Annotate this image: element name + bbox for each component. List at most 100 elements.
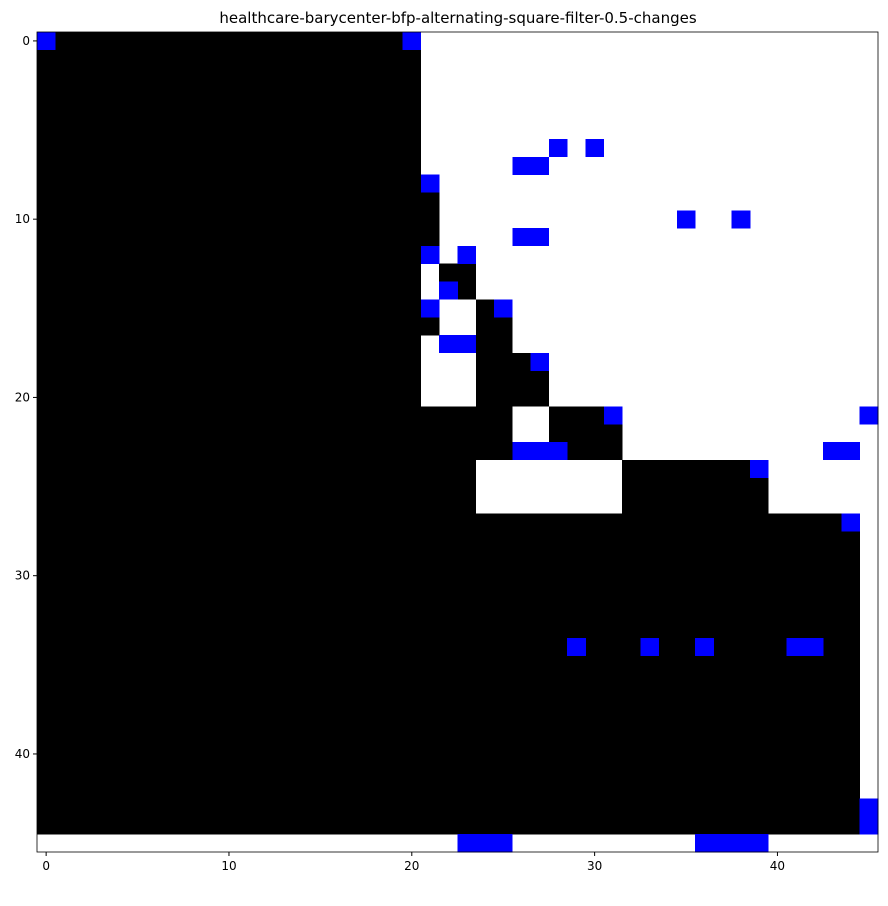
- change-cell: [548, 442, 568, 461]
- black-cell-run: [37, 673, 861, 692]
- black-cell-run: [37, 780, 861, 799]
- black-cell-run: [37, 49, 422, 68]
- y-tick-label: 10: [15, 212, 30, 226]
- black-cell-run: [475, 352, 531, 371]
- black-cell-run: [37, 727, 861, 746]
- change-cell: [640, 638, 659, 657]
- change-cell: [402, 32, 422, 51]
- change-cell: [731, 834, 751, 853]
- black-cell-run: [37, 620, 861, 639]
- black-cell-run: [622, 477, 769, 496]
- change-cell: [512, 156, 531, 175]
- change-cell: [530, 228, 550, 247]
- black-cell-run: [37, 121, 422, 140]
- black-cell-run: [37, 174, 422, 193]
- change-cell: [603, 406, 623, 425]
- heatmap-cells: [37, 32, 879, 853]
- black-cell-run: [622, 495, 769, 514]
- black-cell-run: [37, 602, 861, 621]
- change-cell: [512, 228, 531, 247]
- black-cell-run: [37, 32, 422, 51]
- x-tick-label: 10: [221, 859, 236, 873]
- change-cell: [859, 816, 879, 835]
- x-tick-label: 30: [587, 859, 602, 873]
- change-cell: [859, 798, 879, 817]
- black-cell-run: [37, 798, 861, 817]
- change-cell: [475, 834, 495, 853]
- black-cell-run: [439, 263, 477, 282]
- change-cell: [695, 638, 714, 657]
- change-cell: [750, 834, 769, 853]
- change-cell: [439, 335, 458, 354]
- black-cell-run: [37, 709, 861, 728]
- black-cell-run: [37, 103, 422, 122]
- y-tick-label: 20: [15, 390, 30, 404]
- black-cell-run: [37, 495, 477, 514]
- black-cell-run: [37, 245, 440, 265]
- change-cell: [420, 245, 440, 265]
- change-cell: [585, 138, 605, 158]
- change-cell: [439, 281, 458, 300]
- change-cell: [786, 638, 806, 657]
- change-cell: [567, 638, 586, 657]
- black-cell-run: [475, 388, 550, 407]
- change-cell: [530, 156, 550, 175]
- change-cell: [548, 138, 568, 158]
- change-cell: [457, 335, 477, 354]
- black-cell-run: [622, 459, 769, 478]
- change-cell: [841, 442, 861, 461]
- change-cell: [731, 210, 751, 229]
- black-cell-run: [37, 388, 422, 407]
- black-cell-run: [37, 156, 422, 175]
- change-cell: [420, 174, 440, 193]
- x-axis: 0 10 20 30 40: [42, 852, 785, 873]
- black-cell-run: [567, 442, 623, 461]
- black-cell-run: [475, 335, 513, 354]
- change-cell: [494, 834, 513, 853]
- change-cell: [530, 442, 550, 461]
- black-cell-run: [37, 566, 861, 585]
- black-cell-run: [37, 548, 861, 568]
- black-cell-run: [475, 370, 550, 389]
- black-cell-run: [37, 816, 861, 835]
- black-cell-run: [37, 584, 861, 603]
- x-tick-label: 0: [42, 859, 50, 873]
- black-cell-run: [37, 691, 861, 710]
- y-tick-label: 30: [15, 569, 30, 583]
- black-cell-run: [37, 638, 861, 657]
- change-cell: [457, 834, 477, 853]
- black-cell-run: [37, 477, 477, 496]
- change-cell: [841, 513, 861, 532]
- black-cell-run: [37, 442, 513, 461]
- change-cell: [676, 210, 696, 229]
- change-cell: [804, 638, 824, 657]
- black-cell-run: [37, 370, 422, 389]
- change-cell: [695, 834, 714, 853]
- black-cell-run: [37, 352, 422, 371]
- plot-frame: [36, 31, 879, 853]
- change-cell: [530, 352, 550, 371]
- black-cell-run: [37, 85, 422, 104]
- change-cell: [823, 442, 842, 461]
- change-cell: [37, 32, 56, 51]
- black-cell-run: [37, 67, 422, 86]
- black-cell-run: [37, 406, 513, 425]
- y-axis: 0 10 20 30 40: [15, 34, 37, 761]
- x-tick-label: 40: [770, 859, 785, 873]
- black-cell-run: [37, 210, 440, 229]
- change-cell: [750, 459, 769, 478]
- black-cell-run: [475, 317, 513, 336]
- change-cell: [713, 834, 733, 853]
- change-cell: [457, 245, 477, 265]
- x-tick-label: 20: [404, 859, 419, 873]
- black-cell-run: [37, 531, 861, 550]
- black-cell-run: [37, 513, 861, 532]
- black-cell-run: [37, 138, 422, 158]
- y-tick-label: 0: [22, 34, 30, 48]
- change-cell: [859, 406, 879, 425]
- chart-title: healthcare-barycenter-bfp-alternating-sq…: [219, 9, 696, 27]
- black-cell-run: [37, 281, 422, 300]
- black-cell-run: [37, 299, 422, 318]
- black-cell-run: [37, 762, 861, 781]
